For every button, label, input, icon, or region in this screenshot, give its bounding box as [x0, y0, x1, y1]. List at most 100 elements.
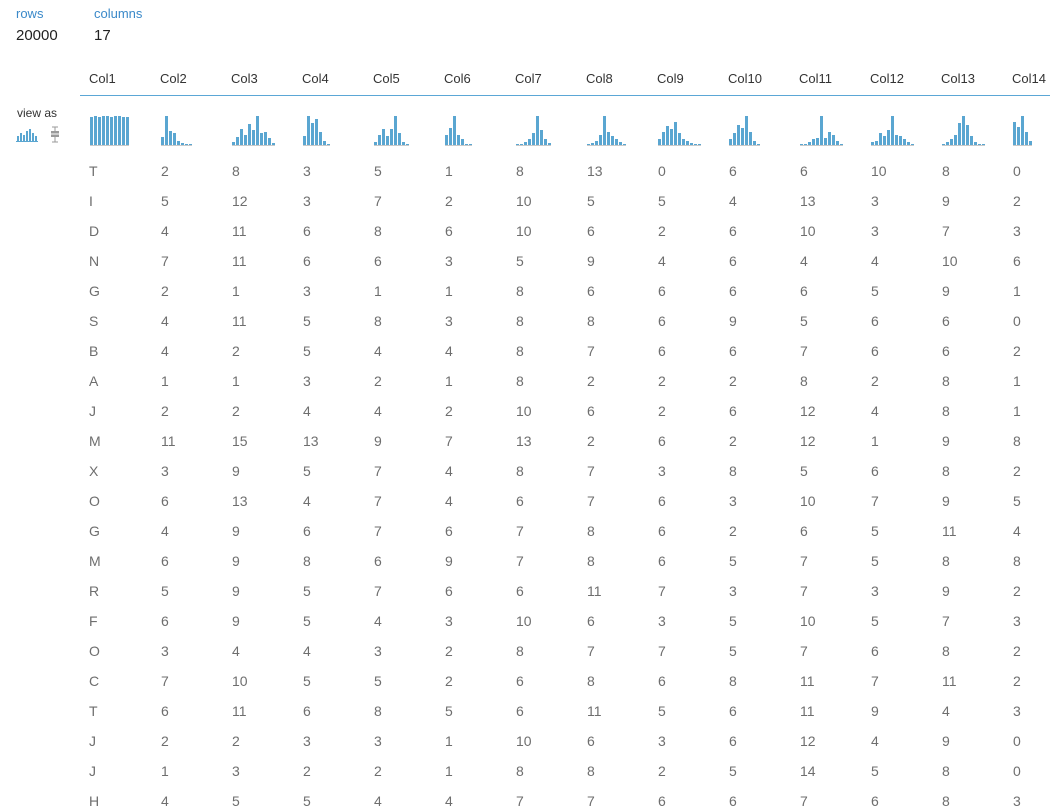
column-header-col10[interactable]: Col10 — [728, 71, 762, 86]
column-histogram-col3[interactable] — [232, 115, 275, 146]
table-row: A 1 1 3 2 1 8 2 2 2 8 2 8 1 — [0, 373, 1050, 389]
column-histogram-col12[interactable] — [871, 115, 914, 146]
histogram-bar — [378, 135, 381, 145]
table-cell: T — [89, 163, 98, 179]
histogram-baseline — [445, 145, 472, 146]
table-cell: 5 — [871, 763, 879, 779]
table-cell: 5 — [161, 583, 169, 599]
table-row: I 5 12 3 7 2 10 5 5 4 13 3 9 2 — [0, 193, 1050, 209]
column-histogram-col9[interactable] — [658, 115, 701, 146]
histogram-bar — [611, 136, 614, 145]
table-cell: 6 — [729, 283, 737, 299]
table-row: O 3 4 4 3 2 8 7 7 5 7 6 8 2 — [0, 643, 1050, 659]
table-cell: 8 — [1013, 433, 1021, 449]
table-cell: 5 — [303, 793, 311, 809]
column-histogram-col8[interactable] — [587, 115, 626, 146]
histogram-bar — [816, 138, 819, 145]
column-histogram-col14[interactable] — [1013, 115, 1032, 146]
histogram-bar — [662, 132, 665, 145]
table-cell: 5 — [303, 313, 311, 329]
table-cell: 5 — [303, 613, 311, 629]
column-histogram-col5[interactable] — [374, 115, 409, 146]
table-cell: 7 — [587, 463, 595, 479]
histogram-bar — [678, 133, 681, 145]
boxplot-icon[interactable] — [49, 126, 61, 143]
column-header-col8[interactable]: Col8 — [586, 71, 613, 86]
table-cell: 6 — [871, 643, 879, 659]
histogram-bar — [173, 133, 176, 145]
table-cell: 5 — [729, 553, 737, 569]
table-cell: J — [89, 403, 96, 419]
histogram-bar — [232, 142, 235, 145]
table-cell: 10 — [942, 253, 958, 269]
column-histogram-col4[interactable] — [303, 115, 330, 146]
table-cell: 3 — [303, 283, 311, 299]
table-cell: 1 — [445, 373, 453, 389]
table-cell: 4 — [161, 793, 169, 809]
table-cell: 7 — [800, 793, 808, 809]
histogram-bar — [698, 144, 701, 145]
column-header-col7[interactable]: Col7 — [515, 71, 542, 86]
table-cell: G — [89, 283, 100, 299]
histogram-bar — [244, 135, 247, 145]
histogram-bar — [126, 117, 129, 145]
column-header-col11[interactable]: Col11 — [799, 71, 833, 86]
histogram-icon[interactable] — [16, 127, 38, 142]
column-header-col4[interactable]: Col4 — [302, 71, 329, 86]
table-cell: S — [89, 313, 99, 329]
column-header-col14[interactable]: Col14 — [1012, 71, 1046, 86]
table-cell: 10 — [871, 163, 887, 179]
table-cell: 10 — [516, 613, 532, 629]
table-cell: 5 — [587, 193, 595, 209]
column-histogram-col10[interactable] — [729, 115, 760, 146]
column-histogram-col1[interactable] — [90, 115, 129, 146]
table-cell: 5 — [871, 553, 879, 569]
column-histogram-col11[interactable] — [800, 115, 843, 146]
table-cell: 0 — [658, 163, 666, 179]
table-cell: 5 — [729, 643, 737, 659]
column-header-col6[interactable]: Col6 — [444, 71, 471, 86]
table-cell: 3 — [232, 763, 240, 779]
table-cell: 8 — [516, 313, 524, 329]
histogram-bar — [453, 116, 456, 145]
histogram-bar — [268, 138, 271, 145]
column-histogram-col6[interactable] — [445, 115, 472, 146]
histogram-bar — [615, 139, 618, 145]
table-cell: 6 — [800, 283, 808, 299]
table-cell: 1 — [232, 373, 240, 389]
histogram-bar — [1021, 116, 1024, 145]
histogram-bar — [169, 131, 172, 145]
column-header-col1[interactable]: Col1 — [89, 71, 116, 86]
table-cell: 6 — [161, 493, 169, 509]
column-header-col9[interactable]: Col9 — [657, 71, 684, 86]
table-cell: 9 — [374, 433, 382, 449]
table-cell: 5 — [658, 193, 666, 209]
histogram-bar — [390, 129, 393, 145]
table-cell: 8 — [942, 793, 950, 809]
table-row: F 6 9 5 4 3 10 6 3 5 10 5 7 3 — [0, 613, 1050, 629]
table-cell: 2 — [445, 673, 453, 689]
column-header-col12[interactable]: Col12 — [870, 71, 904, 86]
table-cell: J — [89, 733, 96, 749]
table-cell: 4 — [161, 523, 169, 539]
column-histogram-col13[interactable] — [942, 115, 985, 146]
column-header-col13[interactable]: Col13 — [941, 71, 975, 86]
table-cell: 11 — [232, 253, 247, 269]
histogram-bar — [386, 136, 389, 145]
table-cell: 9 — [942, 193, 950, 209]
table-cell: 9 — [232, 613, 240, 629]
table-cell: 11 — [800, 673, 815, 689]
column-histogram-col2[interactable] — [161, 115, 192, 146]
column-header-col2[interactable]: Col2 — [160, 71, 187, 86]
column-header-col5[interactable]: Col5 — [373, 71, 400, 86]
table-cell: 6 — [658, 313, 666, 329]
column-histogram-col7[interactable] — [516, 115, 551, 146]
table-cell: 2 — [232, 403, 240, 419]
table-cell: 7 — [871, 673, 879, 689]
table-cell: 8 — [587, 763, 595, 779]
table-cell: 5 — [516, 253, 524, 269]
table-cell: 2 — [658, 763, 666, 779]
column-header-col3[interactable]: Col3 — [231, 71, 258, 86]
histogram-bar — [315, 119, 318, 145]
histogram-bar — [252, 130, 255, 145]
